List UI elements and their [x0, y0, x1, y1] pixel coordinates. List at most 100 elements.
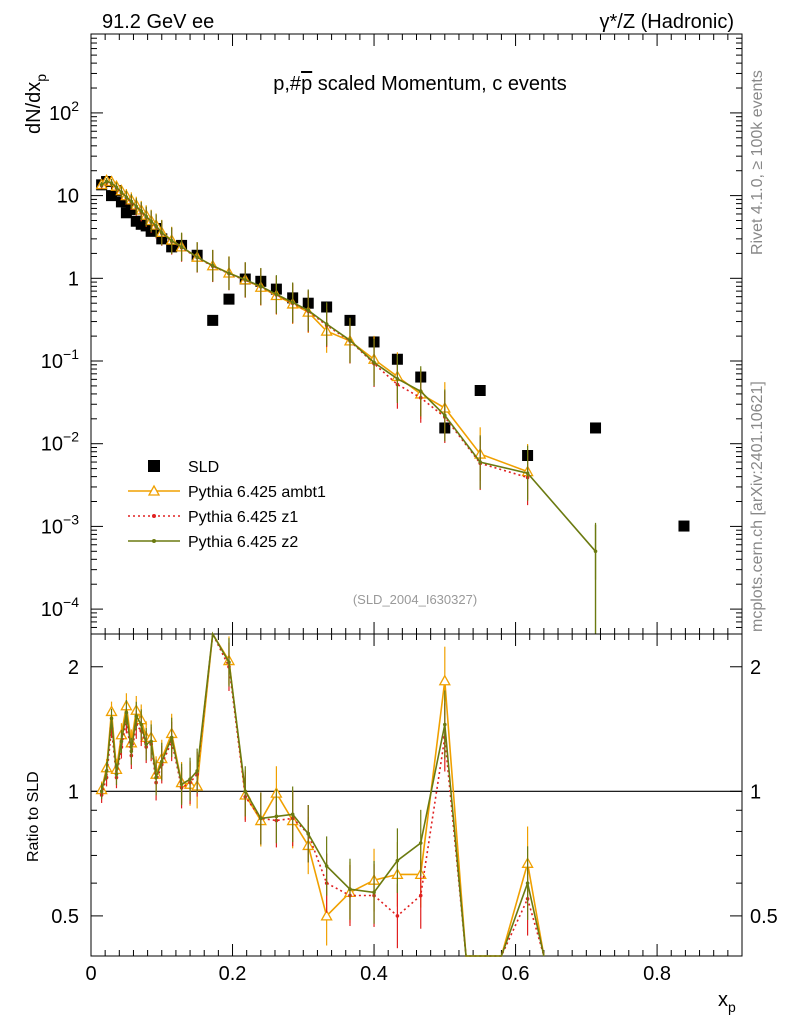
analysis-watermark: (SLD_2004_I630327)	[353, 592, 477, 607]
ratio-y-tick-label: 0.5	[51, 906, 79, 928]
z2-ratio-point	[274, 814, 279, 819]
legend-label-z2: Pythia 6.425 z2	[188, 534, 298, 551]
z1-ratio-line	[100, 631, 545, 957]
z2-point	[149, 219, 153, 224]
legend-label-sld: SLD	[188, 459, 219, 476]
z2-point	[259, 284, 263, 289]
z2-point	[525, 471, 530, 475]
legend-label-ambt1: Pythia 6.425 ambt1	[188, 484, 326, 501]
x-tick-label: 0.2	[219, 963, 247, 985]
z2-ratio-point	[99, 789, 104, 794]
legend-item-z2: Pythia 6.425 z2	[128, 534, 298, 551]
z2-ratio-point	[154, 775, 158, 780]
z2-ratio-point	[129, 749, 134, 754]
z2-point	[227, 271, 231, 276]
rivet-label: Rivet 4.1.0, ≥ 100k events	[749, 70, 766, 255]
z2-point	[195, 255, 199, 260]
main-y-tick-label: 10−1	[41, 346, 79, 373]
legend: SLD Pythia 6.425 ambt1 Pythia 6.425 z1 Pyth…	[128, 459, 326, 551]
main-plot-title: p,#p scaled Momentum, c events	[273, 73, 567, 95]
x-axis-label: xp	[718, 989, 736, 1015]
z2-ratio-point	[179, 782, 184, 787]
z1-ratio-point	[395, 914, 400, 918]
ratio-axis-ticks	[90, 634, 742, 957]
main-y-tick-label: 10−4	[41, 594, 79, 621]
z2-point	[372, 360, 376, 365]
x-tick-label: 0	[85, 963, 96, 985]
z2-point	[290, 300, 295, 305]
ratio-y-tick-label-right: 0.5	[750, 906, 778, 928]
z2-ratio-point	[259, 816, 263, 821]
ambt1-ratio-line	[100, 631, 545, 957]
z2-point	[418, 389, 423, 394]
z2-point	[144, 214, 148, 219]
z2-point	[306, 308, 311, 313]
sld-data-point	[678, 520, 690, 532]
legend-marker-z1	[152, 514, 156, 518]
z2-point	[124, 195, 129, 199]
z2-point	[443, 413, 447, 418]
main-y-tick-label: 10	[57, 186, 79, 208]
ratio-y-tick-label-right: 1	[750, 781, 761, 803]
legend-marker-sld	[148, 460, 160, 472]
sld-data-point	[207, 314, 219, 326]
ratio-series-layer	[91, 631, 742, 957]
z2-ratio-point	[290, 812, 295, 817]
z2-point	[129, 199, 134, 204]
z2-point	[169, 238, 174, 243]
legend-item-z1: Pythia 6.425 z1	[128, 509, 298, 526]
z2-ratio-point	[243, 789, 248, 794]
z2-ratio-point	[104, 769, 109, 773]
z2-ratio-point	[124, 710, 129, 715]
header-right: γ*/Z (Hadronic)	[600, 11, 734, 33]
ratio-y-axis-label: Ratio to SLD	[25, 771, 42, 862]
sld-data-point	[115, 196, 127, 208]
z2-ratio-point	[114, 772, 119, 777]
z2-ratio-point	[306, 831, 311, 836]
z2-ratio-point	[443, 722, 447, 727]
header-left: 91.2 GeV ee	[102, 11, 214, 33]
ratio-y-tick-label: 2	[68, 657, 79, 679]
legend-item-sld: SLD	[148, 459, 219, 476]
z2-point	[99, 183, 104, 187]
main-series-layer	[95, 174, 690, 634]
sld-data-point	[474, 384, 486, 396]
ratio-y-tick-label: 1	[68, 781, 79, 803]
z2-point	[109, 181, 114, 185]
z2-point	[274, 292, 279, 297]
z1-ratio-point	[418, 893, 423, 898]
z2-point	[478, 460, 482, 464]
z2-ratio-point	[119, 739, 124, 744]
z2-point	[348, 338, 352, 343]
legend-marker-z2	[152, 539, 156, 543]
main-axis-ticks	[90, 33, 742, 635]
z2-point	[395, 376, 400, 381]
z2-ratio-point	[348, 887, 352, 892]
z2-ratio-point	[144, 742, 148, 746]
z2-point	[154, 224, 158, 228]
mcplots-label: mcplots.cern.ch [arXiv:2401.10621]	[749, 381, 766, 632]
ratio-x-tick-labels: 0 0.2 0.4 0.6 0.8	[85, 963, 671, 985]
x-tick-label: 0.6	[502, 963, 530, 985]
main-y-tick-labels: 10−4 10−3 10−2 10−1 1 10 102	[41, 98, 79, 621]
ambt1-ratio-point	[320, 909, 333, 921]
z2-ratio-point	[195, 769, 199, 773]
main-y-axis-label: dN/dxp	[23, 74, 49, 134]
legend-item-ambt1: Pythia 6.425 ambt1	[128, 484, 326, 501]
z2-ratio-point	[395, 858, 400, 863]
z2-ratio-point	[525, 881, 530, 885]
main-y-tick-label: 102	[49, 98, 79, 125]
main-y-tick-label: 10−2	[41, 429, 79, 456]
z2-point	[139, 209, 144, 213]
main-y-tick-label: 10−3	[41, 511, 79, 538]
sld-data-point	[590, 422, 602, 434]
z2-ratio-point	[149, 739, 153, 744]
x-tick-label: 0.8	[643, 963, 671, 985]
z2-ratio-point	[134, 714, 139, 718]
z2-ratio-point	[109, 716, 114, 721]
z2-point	[134, 204, 139, 209]
z2-ratio-point	[159, 759, 164, 764]
ratio-y-tick-label-right: 2	[750, 657, 761, 679]
